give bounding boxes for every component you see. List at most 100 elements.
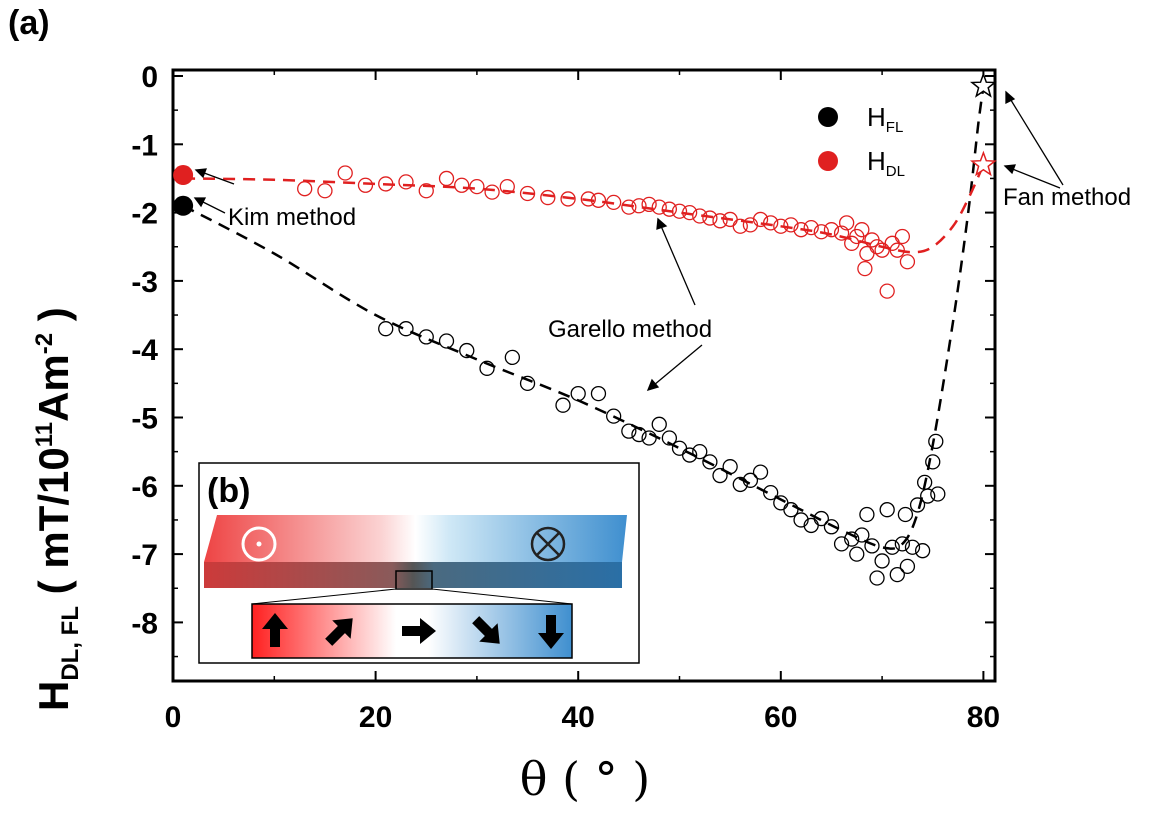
garello-point-h-fl	[783, 502, 799, 518]
fan-point-h-dl	[969, 150, 997, 177]
garello-point-h-fl	[897, 506, 914, 523]
garello-point-h-fl	[899, 558, 916, 575]
magnet-bar-top	[204, 515, 627, 562]
y-axis-ticks: 0 -1 -2 -3 -4 -5 -6 -7 -8	[131, 61, 995, 658]
garello-point-h-fl	[813, 510, 829, 527]
garello-arrowhead-upper	[656, 217, 668, 230]
garello-point-h-dl	[874, 242, 890, 258]
garello-point-h-dl	[499, 178, 515, 195]
legend-marker-fl	[818, 107, 838, 127]
garello-point-h-dl	[752, 211, 769, 228]
garello-point-h-dl	[813, 224, 829, 240]
annotation-kim: Kim method	[228, 204, 356, 231]
garello-point-h-dl	[833, 225, 850, 241]
garello-point-h-fl	[849, 546, 865, 562]
garello-point-h-fl	[722, 459, 738, 475]
garello-point-h-fl	[459, 342, 475, 359]
garello-point-h-dl	[671, 203, 688, 219]
fit-curve-h-dl	[183, 164, 985, 254]
garello-point-h-fl	[925, 454, 941, 470]
garello-point-h-fl	[928, 433, 944, 450]
garello-point-h-fl	[930, 486, 946, 502]
legend-marker-dl	[818, 151, 838, 171]
fan-arrow-lower	[1004, 165, 1061, 189]
annotations	[193, 90, 1064, 392]
garello-point-h-fl	[833, 536, 850, 552]
legend-label-fl: HFL	[867, 102, 903, 136]
into-plane-cross-icon-b	[536, 532, 560, 556]
panel-label-b: (b)	[207, 472, 250, 510]
garello-point-h-dl	[519, 185, 536, 202]
garello-point-h-fl	[590, 385, 607, 402]
garello-point-h-fl	[519, 375, 536, 392]
garello-point-h-fl	[752, 464, 769, 480]
garello-point-h-fl	[864, 538, 880, 554]
garello-point-h-fl	[681, 447, 698, 463]
garello-point-h-dl	[712, 213, 728, 229]
garello-point-h-dl	[621, 199, 637, 215]
inset-b: (b)	[198, 462, 640, 664]
garello-point-h-fl	[712, 467, 728, 484]
garello-point-h-dl	[869, 239, 885, 255]
garello-point-h-fl	[418, 329, 434, 345]
y-tick-label: -6	[131, 471, 158, 504]
garello-point-h-fl	[438, 333, 455, 349]
garello-point-h-fl	[874, 553, 890, 569]
garello-point-h-fl	[641, 430, 657, 446]
garello-point-h-fl	[631, 426, 647, 443]
fan-arrowhead-upper	[1005, 90, 1016, 105]
spin-down-right-arrow-icon	[472, 616, 500, 644]
garello-point-h-fl	[879, 502, 895, 518]
garello-point-h-dl	[297, 181, 313, 197]
garello-point-h-dl	[580, 191, 596, 207]
garello-point-h-dl	[889, 242, 905, 258]
garello-arrow-lower	[647, 344, 703, 391]
garello-point-h-fl	[671, 440, 688, 456]
garello-point-h-fl	[504, 349, 521, 366]
garello-point-h-dl	[418, 183, 434, 199]
garello-point-h-dl	[742, 217, 759, 233]
x-axis-ticks: 0 20 40 60 80	[165, 70, 1000, 734]
garello-point-h-fl	[904, 539, 921, 555]
garello-point-h-fl	[773, 495, 789, 511]
garello-point-h-fl	[692, 443, 708, 460]
garello-point-h-fl	[889, 566, 905, 583]
spin-right-arrow-icon	[402, 618, 436, 644]
fan-arrow-upper	[1005, 91, 1064, 186]
garello-point-h-fl	[854, 527, 870, 543]
garello-point-h-fl	[702, 454, 718, 470]
garello-point-h-dl	[631, 198, 647, 214]
garello-point-h-dl	[357, 177, 374, 193]
garello-point-h-dl	[732, 218, 748, 234]
garello-point-h-dl	[398, 174, 414, 190]
y-tick-label: -4	[131, 334, 158, 367]
garello-point-h-dl	[773, 218, 789, 234]
garello-point-h-dl	[783, 217, 799, 233]
garello-point-h-dl	[859, 245, 875, 262]
garello-point-h-fl	[606, 408, 622, 424]
garello-point-h-fl	[621, 423, 637, 439]
spin-down-arrow-icon	[538, 615, 564, 649]
y-tick-label: 0	[141, 61, 158, 94]
garello-point-h-fl	[894, 536, 911, 552]
y-axis-label: HDL, FL ( mT/1011Am-2 )	[30, 307, 84, 711]
garello-point-h-dl	[641, 196, 657, 213]
garello-point-h-dl	[317, 183, 333, 199]
garello-point-h-fl	[763, 484, 779, 501]
garello-point-h-dl	[702, 210, 718, 226]
garello-point-h-fl	[859, 506, 875, 523]
x-tick-label: 60	[764, 701, 797, 734]
spin-up-right-arrow-icon	[325, 618, 353, 646]
garello-point-h-dl	[763, 215, 779, 231]
garello-point-h-fl	[914, 543, 931, 559]
kim-arrowhead-black	[193, 197, 207, 208]
garello-point-h-fl	[920, 488, 936, 504]
garello-point-h-dl	[661, 201, 678, 217]
garello-point-h-fl	[661, 430, 678, 446]
garello-point-h-fl	[793, 512, 809, 528]
garello-point-h-dl	[606, 194, 622, 211]
garello-point-h-dl	[854, 222, 870, 238]
garello-point-h-fl	[570, 385, 586, 402]
garello-point-h-fl	[823, 519, 840, 535]
garello-point-h-dl	[838, 215, 855, 231]
